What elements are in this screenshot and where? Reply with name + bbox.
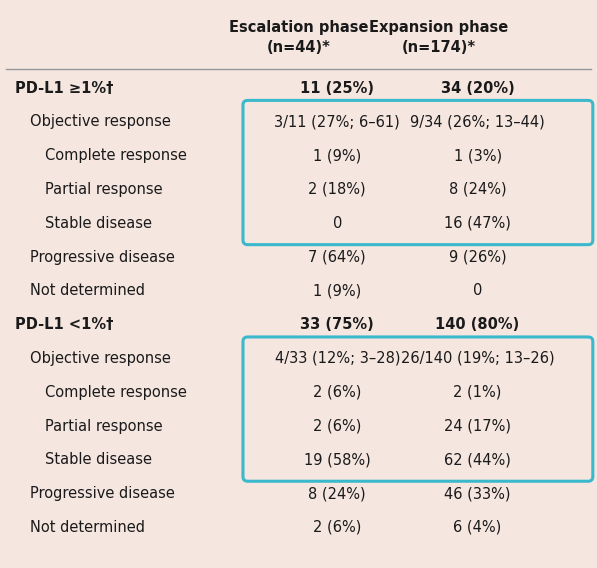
Text: Not determined: Not determined	[30, 283, 145, 298]
Text: 0: 0	[473, 283, 482, 298]
Text: PD-L1 ≥1%†: PD-L1 ≥1%†	[15, 81, 113, 95]
Text: Partial response: Partial response	[45, 419, 162, 433]
Text: 34 (20%): 34 (20%)	[441, 81, 515, 95]
Text: 1 (3%): 1 (3%)	[454, 148, 501, 163]
Text: 11 (25%): 11 (25%)	[300, 81, 374, 95]
Text: Escalation phase
(n=44)*: Escalation phase (n=44)*	[229, 20, 368, 55]
Text: 8 (24%): 8 (24%)	[449, 182, 506, 197]
Text: Objective response: Objective response	[30, 114, 171, 130]
Text: Complete response: Complete response	[45, 385, 187, 400]
Text: 19 (58%): 19 (58%)	[304, 452, 371, 467]
Text: 2 (6%): 2 (6%)	[313, 419, 362, 433]
Text: 2 (6%): 2 (6%)	[313, 520, 362, 535]
Text: Stable disease: Stable disease	[45, 216, 152, 231]
Text: Progressive disease: Progressive disease	[30, 486, 175, 501]
Text: 3/11 (27%; 6–61): 3/11 (27%; 6–61)	[275, 114, 400, 130]
Text: 24 (17%): 24 (17%)	[444, 419, 511, 433]
Text: Progressive disease: Progressive disease	[30, 249, 175, 265]
Text: Not determined: Not determined	[30, 520, 145, 535]
Text: 140 (80%): 140 (80%)	[435, 317, 520, 332]
Text: 46 (33%): 46 (33%)	[444, 486, 511, 501]
Text: 33 (75%): 33 (75%)	[300, 317, 374, 332]
Text: 2 (18%): 2 (18%)	[309, 182, 366, 197]
Text: 16 (47%): 16 (47%)	[444, 216, 511, 231]
Text: 4/33 (12%; 3–28): 4/33 (12%; 3–28)	[275, 351, 400, 366]
Text: 1 (9%): 1 (9%)	[313, 283, 361, 298]
Text: 6 (4%): 6 (4%)	[454, 520, 501, 535]
Text: 9 (26%): 9 (26%)	[449, 249, 506, 265]
Text: Partial response: Partial response	[45, 182, 162, 197]
Text: 9/34 (26%; 13–44): 9/34 (26%; 13–44)	[410, 114, 545, 130]
Text: Objective response: Objective response	[30, 351, 171, 366]
Text: PD-L1 <1%†: PD-L1 <1%†	[15, 317, 113, 332]
Text: 2 (1%): 2 (1%)	[453, 385, 502, 400]
Text: 8 (24%): 8 (24%)	[309, 486, 366, 501]
Text: Expansion phase
(n=174)*: Expansion phase (n=174)*	[369, 20, 509, 55]
Text: 62 (44%): 62 (44%)	[444, 452, 511, 467]
Text: 7 (64%): 7 (64%)	[309, 249, 366, 265]
Text: 2 (6%): 2 (6%)	[313, 385, 362, 400]
Text: 0: 0	[333, 216, 342, 231]
Text: 1 (9%): 1 (9%)	[313, 148, 361, 163]
Text: Complete response: Complete response	[45, 148, 187, 163]
Text: Stable disease: Stable disease	[45, 452, 152, 467]
Text: 26/140 (19%; 13–26): 26/140 (19%; 13–26)	[401, 351, 555, 366]
